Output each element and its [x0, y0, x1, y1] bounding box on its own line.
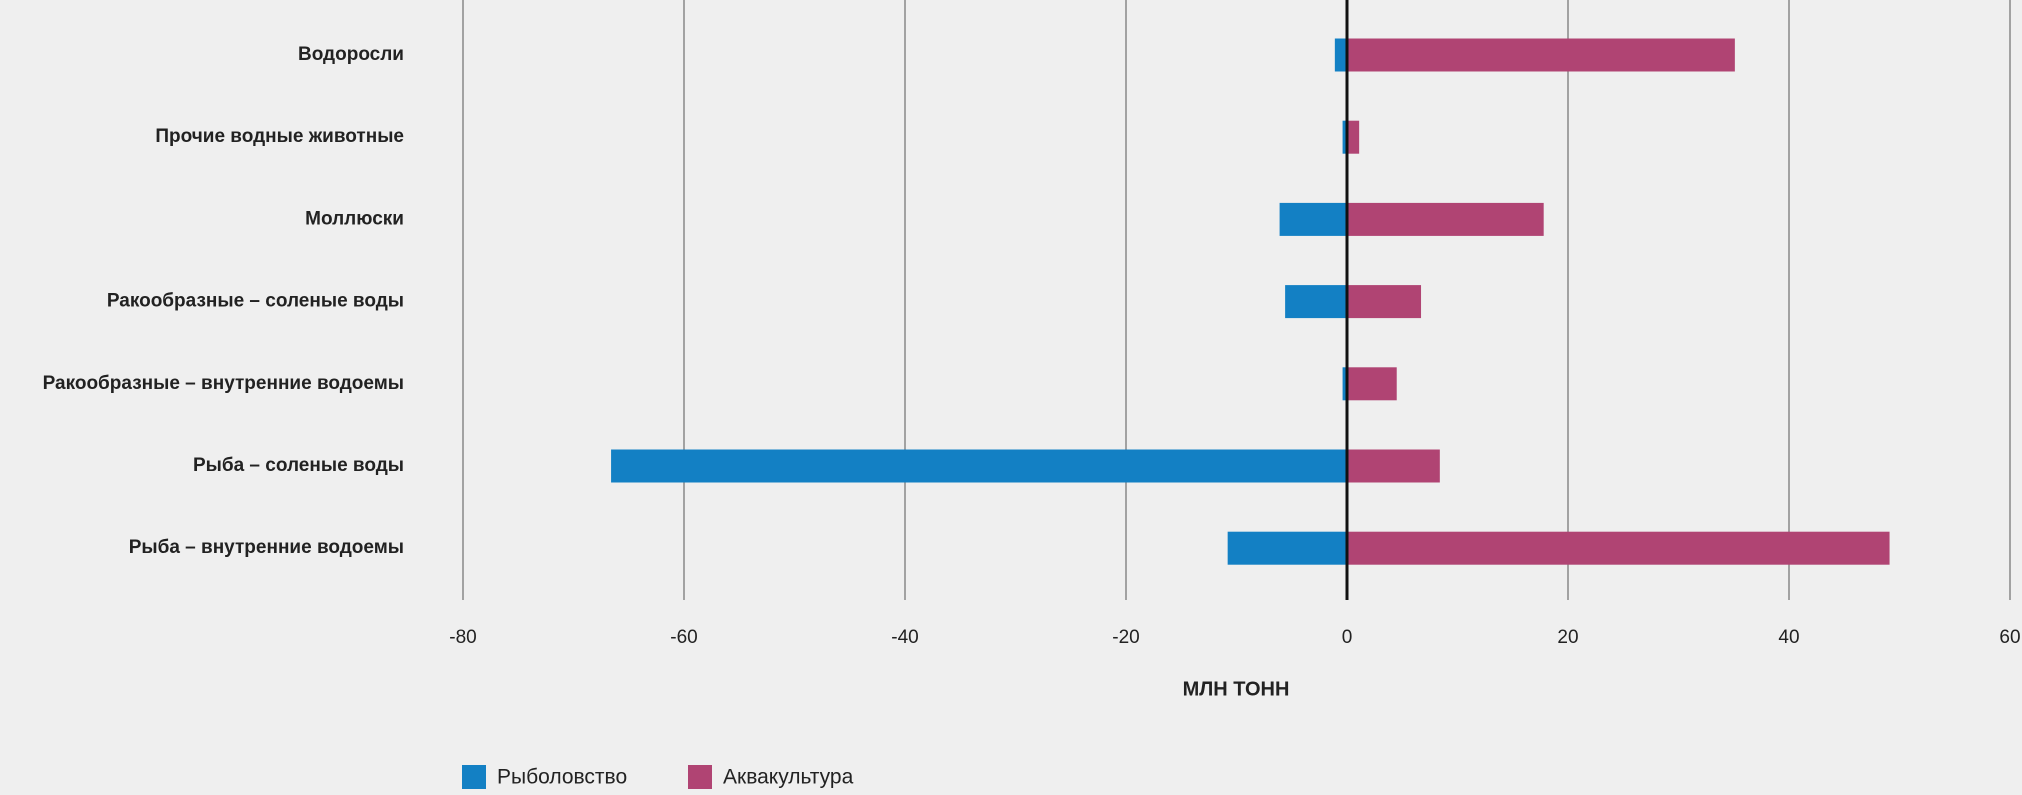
category-label: Рыба – внутренние водоемы [129, 537, 404, 558]
x-tick-label: 0 [1342, 627, 1353, 648]
legend-swatch [688, 765, 712, 789]
bar [1347, 367, 1397, 401]
x-tick-label: -40 [891, 627, 918, 648]
bar [1347, 449, 1440, 483]
category-label: Водоросли [298, 44, 404, 65]
bar [1347, 120, 1360, 154]
x-axis-title: МЛН ТОНН [1183, 678, 1290, 700]
bar [1347, 531, 1890, 565]
x-tick-label: -20 [1112, 627, 1139, 648]
category-label: Рыба – соленые воды [193, 455, 404, 476]
category-label: Прочие водные животные [155, 126, 404, 147]
bar [1342, 120, 1347, 154]
category-label: Моллюски [305, 208, 404, 229]
bar [1279, 202, 1347, 236]
bar [1347, 285, 1422, 319]
bar [1334, 38, 1347, 72]
x-tick-label: 40 [1778, 627, 1799, 648]
bar [611, 449, 1347, 483]
bar [1285, 285, 1347, 319]
legend-label: Аквакультура [723, 766, 854, 789]
x-tick-label: -80 [449, 627, 476, 648]
category-label: Ракообразные – соленые воды [107, 291, 404, 312]
bar [1347, 202, 1544, 236]
x-tick-label: -60 [670, 627, 697, 648]
bar [1347, 38, 1735, 72]
x-tick-label: 60 [1999, 627, 2020, 648]
x-tick-label: 20 [1557, 627, 1578, 648]
legend-label: Рыболовство [497, 766, 627, 789]
category-label: Ракообразные – внутренние водоемы [43, 373, 404, 394]
bar [1227, 531, 1347, 565]
bar [1342, 367, 1347, 401]
legend-swatch [462, 765, 486, 789]
